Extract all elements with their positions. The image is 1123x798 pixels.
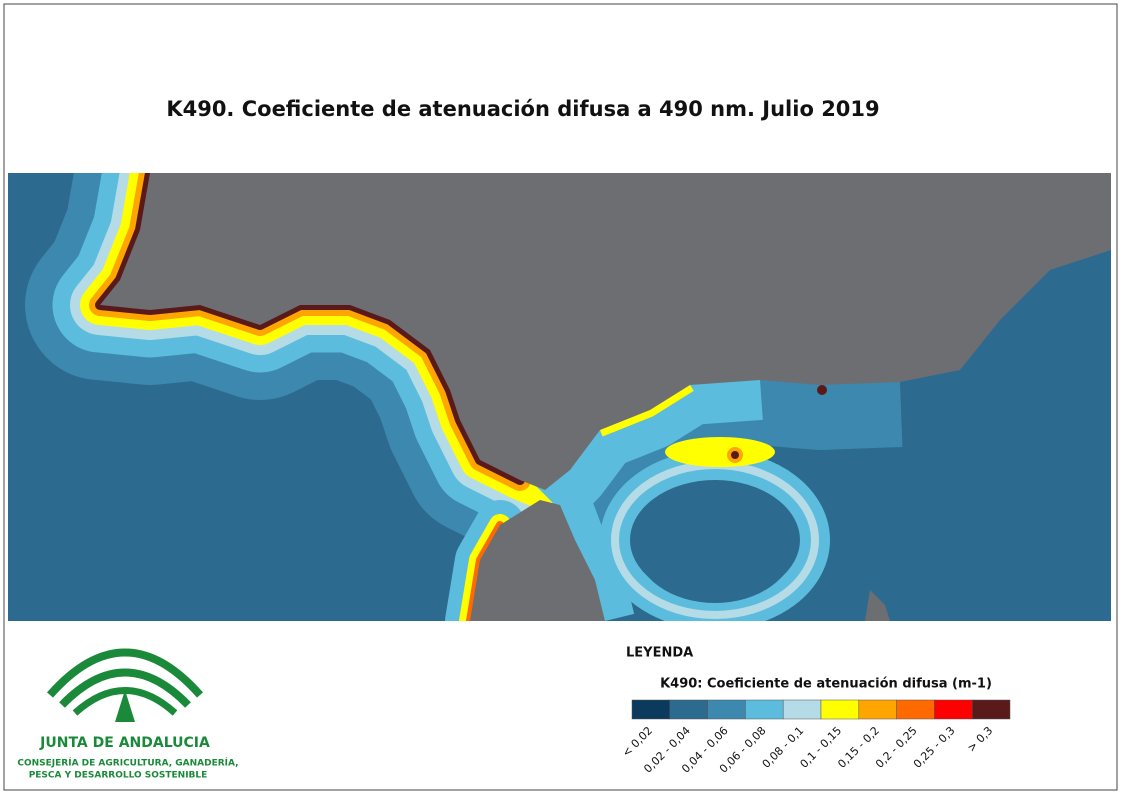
- legend-swatch: [707, 699, 746, 720]
- legend-swatch: [631, 699, 671, 720]
- logo: JUNTA DE ANDALUCIA CONSEJERÍA DE AGRICUL…: [17, 648, 239, 781]
- legend-swatch: [971, 699, 1011, 720]
- map-title: K490. Coeficiente de atenuación difusa a…: [166, 97, 879, 121]
- legend-swatch: [820, 699, 860, 720]
- bloom: [817, 385, 827, 395]
- legend-swatch: [745, 699, 784, 720]
- land: [100, 173, 1111, 490]
- legend-swatch: [896, 699, 935, 720]
- legend-swatch: [934, 699, 973, 720]
- logo-department: PESCA Y DESARROLLO SOSTENIBLE: [29, 771, 208, 781]
- logo-arc: [59, 668, 191, 708]
- logo-name: JUNTA DE ANDALUCIA: [39, 735, 210, 751]
- bloom: [665, 437, 775, 467]
- legend-swatch: [858, 699, 897, 720]
- gyre: [635, 487, 795, 603]
- legend-title: LEYENDA: [626, 646, 693, 661]
- land: [470, 500, 605, 621]
- land: [865, 590, 890, 621]
- logo-department: CONSEJERÍA DE AGRICULTURA, GANADERÍA,: [17, 757, 238, 769]
- logo-tower: [115, 690, 135, 722]
- legend-swatch: [669, 699, 708, 720]
- legend-subtitle: K490: Coeficiente de atenuación difusa (…: [660, 677, 992, 692]
- legend-swatch: [782, 699, 822, 720]
- bloom: [731, 451, 739, 459]
- map: [8, 173, 1111, 621]
- logo-arc: [47, 648, 203, 698]
